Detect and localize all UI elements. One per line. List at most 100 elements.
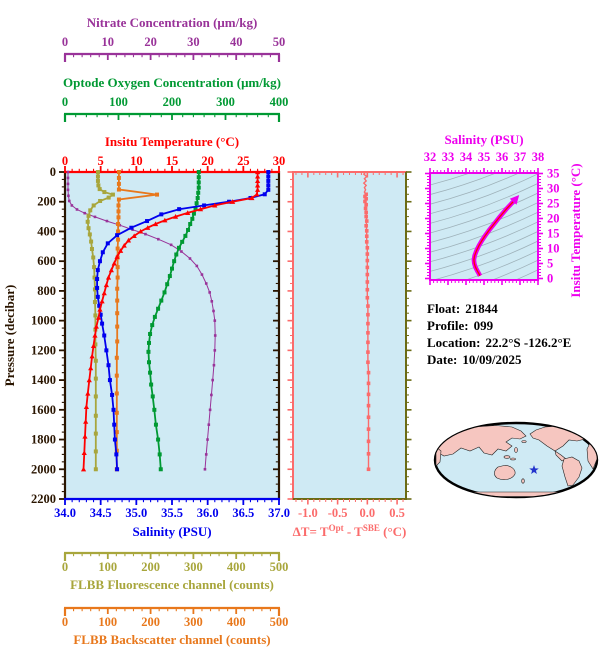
ts-temperature-tick-label: 35 [547, 167, 560, 181]
marker-fluorescence [88, 208, 93, 213]
marker-delta-t [365, 252, 370, 256]
pressure-tick-label: 1200 [31, 343, 56, 357]
marker-temperature [230, 199, 236, 204]
marker-temperature [93, 323, 99, 329]
marker-oxygen [190, 216, 195, 221]
marker-delta-t [365, 280, 370, 284]
salinity-tick-label: 36.0 [197, 506, 219, 520]
marker-salinity [104, 348, 109, 353]
marker-nitrate [213, 319, 217, 322]
marker-fluorescence [110, 192, 115, 197]
marker-salinity [97, 259, 102, 264]
marker-fluorescence [91, 203, 96, 208]
temperature-axis-title: Insitu Temperature (°C) [105, 134, 239, 149]
marker-oxygen [158, 467, 163, 472]
marker-oxygen [188, 222, 193, 227]
marker-nitrate [210, 300, 214, 303]
marker-fluorescence [93, 413, 98, 418]
backscatter-tick-label: 500 [270, 615, 289, 629]
marker-delta-t [364, 240, 369, 244]
marker-temperature [255, 178, 261, 184]
backscatter-tick-label: 0 [62, 615, 68, 629]
ts-plot-background [430, 173, 538, 280]
marker-oxygen [159, 298, 164, 303]
dt-plot-background [293, 172, 406, 499]
pressure-tick-label: 1600 [31, 403, 56, 417]
marker-nitrate [188, 257, 192, 260]
marker-oxygen [172, 259, 177, 264]
fluorescence-tick-label: 100 [98, 560, 117, 574]
ts-salinity-tick-label: 36 [496, 150, 509, 164]
marker-salinity [98, 312, 103, 317]
salinity-tick-label: 34.5 [90, 506, 112, 520]
marker-delta-t [366, 360, 370, 365]
marker-delta-t [366, 439, 371, 444]
salinity-tick-label: 36.5 [232, 506, 254, 520]
pressure-tick-label: 600 [37, 254, 56, 268]
marker-temperature [255, 187, 261, 192]
marker-salinity [266, 174, 271, 179]
info-float: Float: 21844 [427, 301, 498, 316]
marker-backscatter [115, 265, 120, 270]
marker-salinity [177, 207, 182, 212]
world-map [433, 421, 599, 499]
temperature-tick-label: 20 [201, 154, 214, 168]
pressure-tick-label: 2000 [31, 462, 56, 476]
marker-delta-t [366, 321, 370, 326]
isopycnal-line [430, 375, 538, 415]
marker-nitrate [157, 237, 160, 241]
dt-tick-label: -1.0 [298, 506, 318, 520]
marker-nitrate [204, 453, 208, 456]
info-panel: Float: 21844 Profile: 099 Location: 22.2°S … [427, 301, 571, 367]
marker-salinity [129, 225, 134, 230]
marker-salinity [105, 241, 110, 246]
marker-salinity [95, 294, 100, 299]
marker-oxygen [152, 314, 157, 319]
marker-fluorescence [91, 255, 96, 260]
nitrate-tick-label: 20 [144, 35, 157, 49]
marker-nitrate [169, 243, 173, 247]
marker-oxygen [176, 245, 181, 250]
marker-fluorescence [95, 174, 100, 179]
temperature-tick-label: 25 [237, 154, 250, 168]
marker-salinity [95, 277, 100, 282]
marker-nitrate [105, 219, 109, 223]
marker-temperature [125, 237, 132, 243]
isopycnal-line [430, 366, 538, 406]
marker-backscatter [116, 187, 121, 192]
salinity-axis-title: Salinity (PSU) [132, 524, 211, 539]
marker-delta-t [364, 224, 368, 228]
marker-oxygen [156, 437, 161, 442]
marker-nitrate [67, 194, 70, 198]
map-indonesia [503, 455, 511, 459]
temperature-tick-label: 5 [98, 154, 104, 168]
backscatter-axis-title: FLBB Backscatter channel (counts) [73, 632, 270, 647]
marker-backscatter [114, 410, 119, 415]
pressure-tick-label: 0 [50, 165, 56, 179]
marker-delta-t [366, 381, 371, 386]
ts-salinity-title: Salinity (PSU) [444, 132, 523, 147]
marker-oxygen [162, 290, 167, 295]
nitrate-tick-label: 50 [273, 35, 286, 49]
marker-delta-t [366, 304, 370, 308]
isopycnal-line [430, 202, 538, 243]
map-philippines [514, 447, 518, 453]
marker-backscatter [116, 215, 121, 220]
marker-temperature [83, 419, 89, 424]
fluorescence-tick-label: 200 [141, 560, 160, 574]
marker-oxygen [148, 332, 153, 337]
info-location: Location: 22.2°S -126.2°E [427, 335, 571, 350]
isopycnal-line [430, 385, 538, 425]
marker-temperature [118, 248, 124, 253]
marker-delta-t [366, 403, 371, 408]
marker-backscatter [114, 373, 119, 378]
temperature-tick-label: 30 [273, 154, 286, 168]
marker-oxygen [150, 394, 155, 399]
ts-profile-core-line [473, 201, 514, 277]
marker-oxygen [196, 190, 201, 195]
marker-fluorescence [86, 213, 91, 218]
marker-salinity [266, 170, 271, 174]
marker-temperature [254, 191, 260, 197]
marker-temperature [85, 390, 91, 396]
isopycnal-line [430, 173, 472, 186]
